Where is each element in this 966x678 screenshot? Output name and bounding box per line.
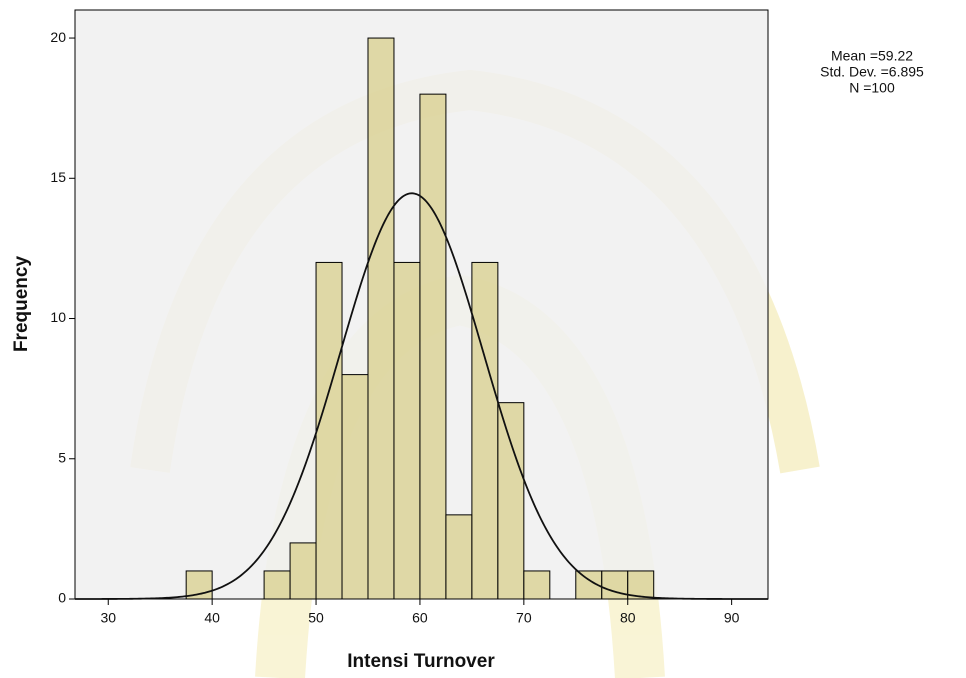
x-axis-title: Intensi Turnover xyxy=(347,651,495,672)
x-tick-label: 40 xyxy=(204,610,220,626)
stat-n: N =100 xyxy=(849,80,895,96)
y-tick-label: 0 xyxy=(58,590,66,606)
bar xyxy=(498,403,524,599)
bar xyxy=(264,571,290,599)
bar xyxy=(446,515,472,599)
x-tick-label: 90 xyxy=(724,610,740,626)
bar xyxy=(316,262,342,599)
y-tick-label: 10 xyxy=(50,309,66,325)
x-tick-label: 60 xyxy=(412,610,428,626)
y-tick-label: 20 xyxy=(50,29,66,45)
x-tick-label: 30 xyxy=(100,610,116,626)
bar xyxy=(420,94,446,599)
x-tick-label: 50 xyxy=(308,610,324,626)
y-tick-label: 5 xyxy=(58,449,66,465)
page: {"chart_data": {"type": "histogram", "x_… xyxy=(0,0,966,678)
bar xyxy=(524,571,550,599)
stat-mean: Mean =59.22 xyxy=(831,48,913,64)
bar xyxy=(394,262,420,599)
x-tick-label: 70 xyxy=(516,610,532,626)
y-tick-label: 15 xyxy=(50,169,66,185)
bar xyxy=(472,262,498,599)
x-tick-label: 80 xyxy=(620,610,636,626)
chart: Intensi Turnover Frequency Mean =59.22 S… xyxy=(0,0,966,678)
bar xyxy=(342,375,368,599)
y-axis-title: Frequency xyxy=(11,256,32,353)
bar xyxy=(290,543,316,599)
stat-sd: Std. Dev. =6.895 xyxy=(820,64,924,80)
bar xyxy=(368,38,394,599)
